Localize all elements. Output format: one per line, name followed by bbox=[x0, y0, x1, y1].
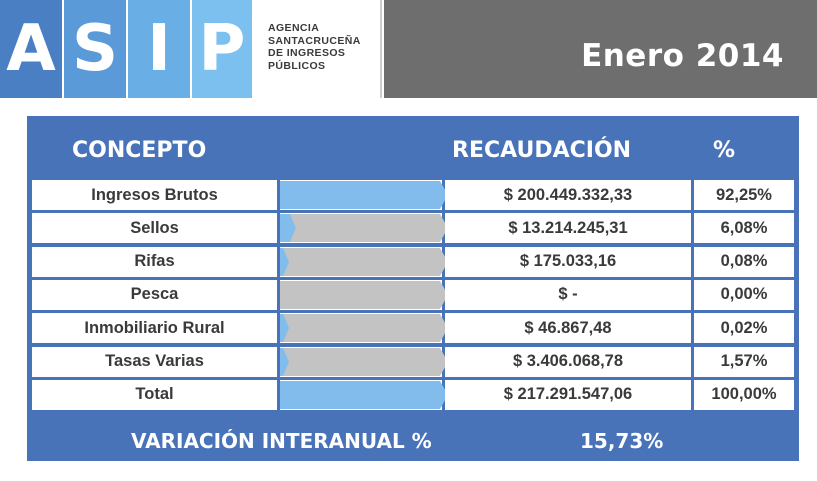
percent-cell: 0,00% bbox=[694, 279, 794, 310]
share-bar-cell bbox=[280, 379, 448, 410]
share-bar-cell bbox=[280, 313, 448, 344]
share-bar-svg bbox=[280, 181, 448, 209]
share-bar-cell bbox=[280, 246, 448, 277]
share-bar-svg bbox=[280, 247, 448, 276]
amount-cell: $ 13.214.245,31 bbox=[445, 213, 691, 244]
amount-cell: $ 175.033,16 bbox=[445, 246, 691, 277]
share-bar-track bbox=[280, 314, 448, 343]
table-row: Inmobiliario Rural $ 46.867,48 0,02% bbox=[32, 313, 794, 344]
share-bar-fill bbox=[280, 214, 296, 243]
share-bar-fill bbox=[280, 347, 289, 376]
share-bar-cell bbox=[280, 346, 448, 377]
concept-cell: Ingresos Brutos bbox=[32, 180, 277, 210]
percent-cell: 92,25% bbox=[694, 180, 794, 210]
variation-label: VARIACIÓN INTERANUAL % bbox=[131, 429, 432, 453]
share-bar-track bbox=[280, 247, 448, 276]
share-bar-svg bbox=[280, 280, 448, 309]
agency-line: DE INGRESOS bbox=[268, 47, 346, 59]
share-bar-cell bbox=[280, 180, 448, 210]
amount-cell: $ - bbox=[445, 279, 691, 310]
percent-cell: 100,00% bbox=[694, 379, 794, 410]
concept-cell: Sellos bbox=[32, 213, 277, 244]
share-bar-cell bbox=[280, 213, 448, 244]
percent-cell: 1,57% bbox=[694, 346, 794, 377]
concept-cell: Rifas bbox=[32, 246, 277, 277]
table-row: Rifas $ 175.033,16 0,08% bbox=[32, 246, 794, 277]
revenue-table: CONCEPTO RECAUDACIÓN % Ingresos Brutos $ … bbox=[27, 116, 799, 461]
table-row: Sellos $ 13.214.245,31 6,08% bbox=[32, 213, 794, 244]
amount-cell: $ 3.406.068,78 bbox=[445, 346, 691, 377]
share-bar-svg bbox=[280, 314, 448, 343]
page-header: A S I P AGENCIA SANTACRUCEÑA DE INGRESOS… bbox=[0, 0, 817, 98]
period-banner: Enero 2014 bbox=[384, 0, 817, 98]
table-row: Total $ 217.291.547,06 100,00% bbox=[32, 379, 794, 410]
concept-cell: Inmobiliario Rural bbox=[32, 313, 277, 344]
header-amount: RECAUDACIÓN bbox=[452, 138, 632, 163]
share-bar-svg bbox=[280, 214, 448, 243]
agency-line: PÚBLICOS bbox=[268, 59, 326, 72]
concept-cell: Total bbox=[32, 379, 277, 410]
concept-cell: Pesca bbox=[32, 279, 277, 310]
amount-cell: $ 200.449.332,33 bbox=[445, 180, 691, 210]
share-bar-svg bbox=[280, 347, 448, 376]
share-bar-cell bbox=[280, 279, 448, 310]
table-row: Ingresos Brutos $ 200.449.332,33 92,25% bbox=[32, 180, 794, 210]
table-row: Pesca $ -0,00% bbox=[32, 279, 794, 310]
period-title: Enero 2014 bbox=[581, 38, 784, 74]
share-bar-track bbox=[280, 214, 448, 243]
share-bar-fill bbox=[280, 314, 289, 343]
percent-cell: 0,02% bbox=[694, 313, 794, 344]
header-percent: % bbox=[713, 138, 736, 163]
logo-letter-s: S bbox=[64, 0, 126, 98]
agency-line: AGENCIA bbox=[268, 22, 320, 34]
agency-name: AGENCIA SANTACRUCEÑA DE INGRESOS PÚBLICO… bbox=[254, 0, 382, 98]
logo-letter-a: A bbox=[0, 0, 62, 98]
share-bar-track bbox=[280, 181, 448, 209]
share-bar-svg bbox=[280, 380, 448, 409]
percent-cell: 6,08% bbox=[694, 213, 794, 244]
table-row: Tasas Varias $ 3.406.068,78 1,57% bbox=[32, 346, 794, 377]
percent-cell: 0,08% bbox=[694, 246, 794, 277]
amount-cell: $ 217.291.547,06 bbox=[445, 379, 691, 410]
variation-value: 15,73% bbox=[580, 429, 664, 453]
share-bar-fill bbox=[280, 247, 289, 276]
amount-cell: $ 46.867,48 bbox=[445, 313, 691, 344]
share-bar-track bbox=[280, 347, 448, 376]
share-bar-track bbox=[280, 380, 448, 409]
header-concept: CONCEPTO bbox=[72, 138, 207, 163]
agency-line: SANTACRUCEÑA bbox=[268, 34, 361, 47]
logo-letter-p: P bbox=[192, 0, 252, 98]
logo-letter-i: I bbox=[128, 0, 190, 98]
interannual-variation: VARIACIÓN INTERANUAL % 15,73% bbox=[27, 417, 799, 461]
concept-cell: Tasas Varias bbox=[32, 346, 277, 377]
share-bar-track bbox=[280, 280, 448, 309]
